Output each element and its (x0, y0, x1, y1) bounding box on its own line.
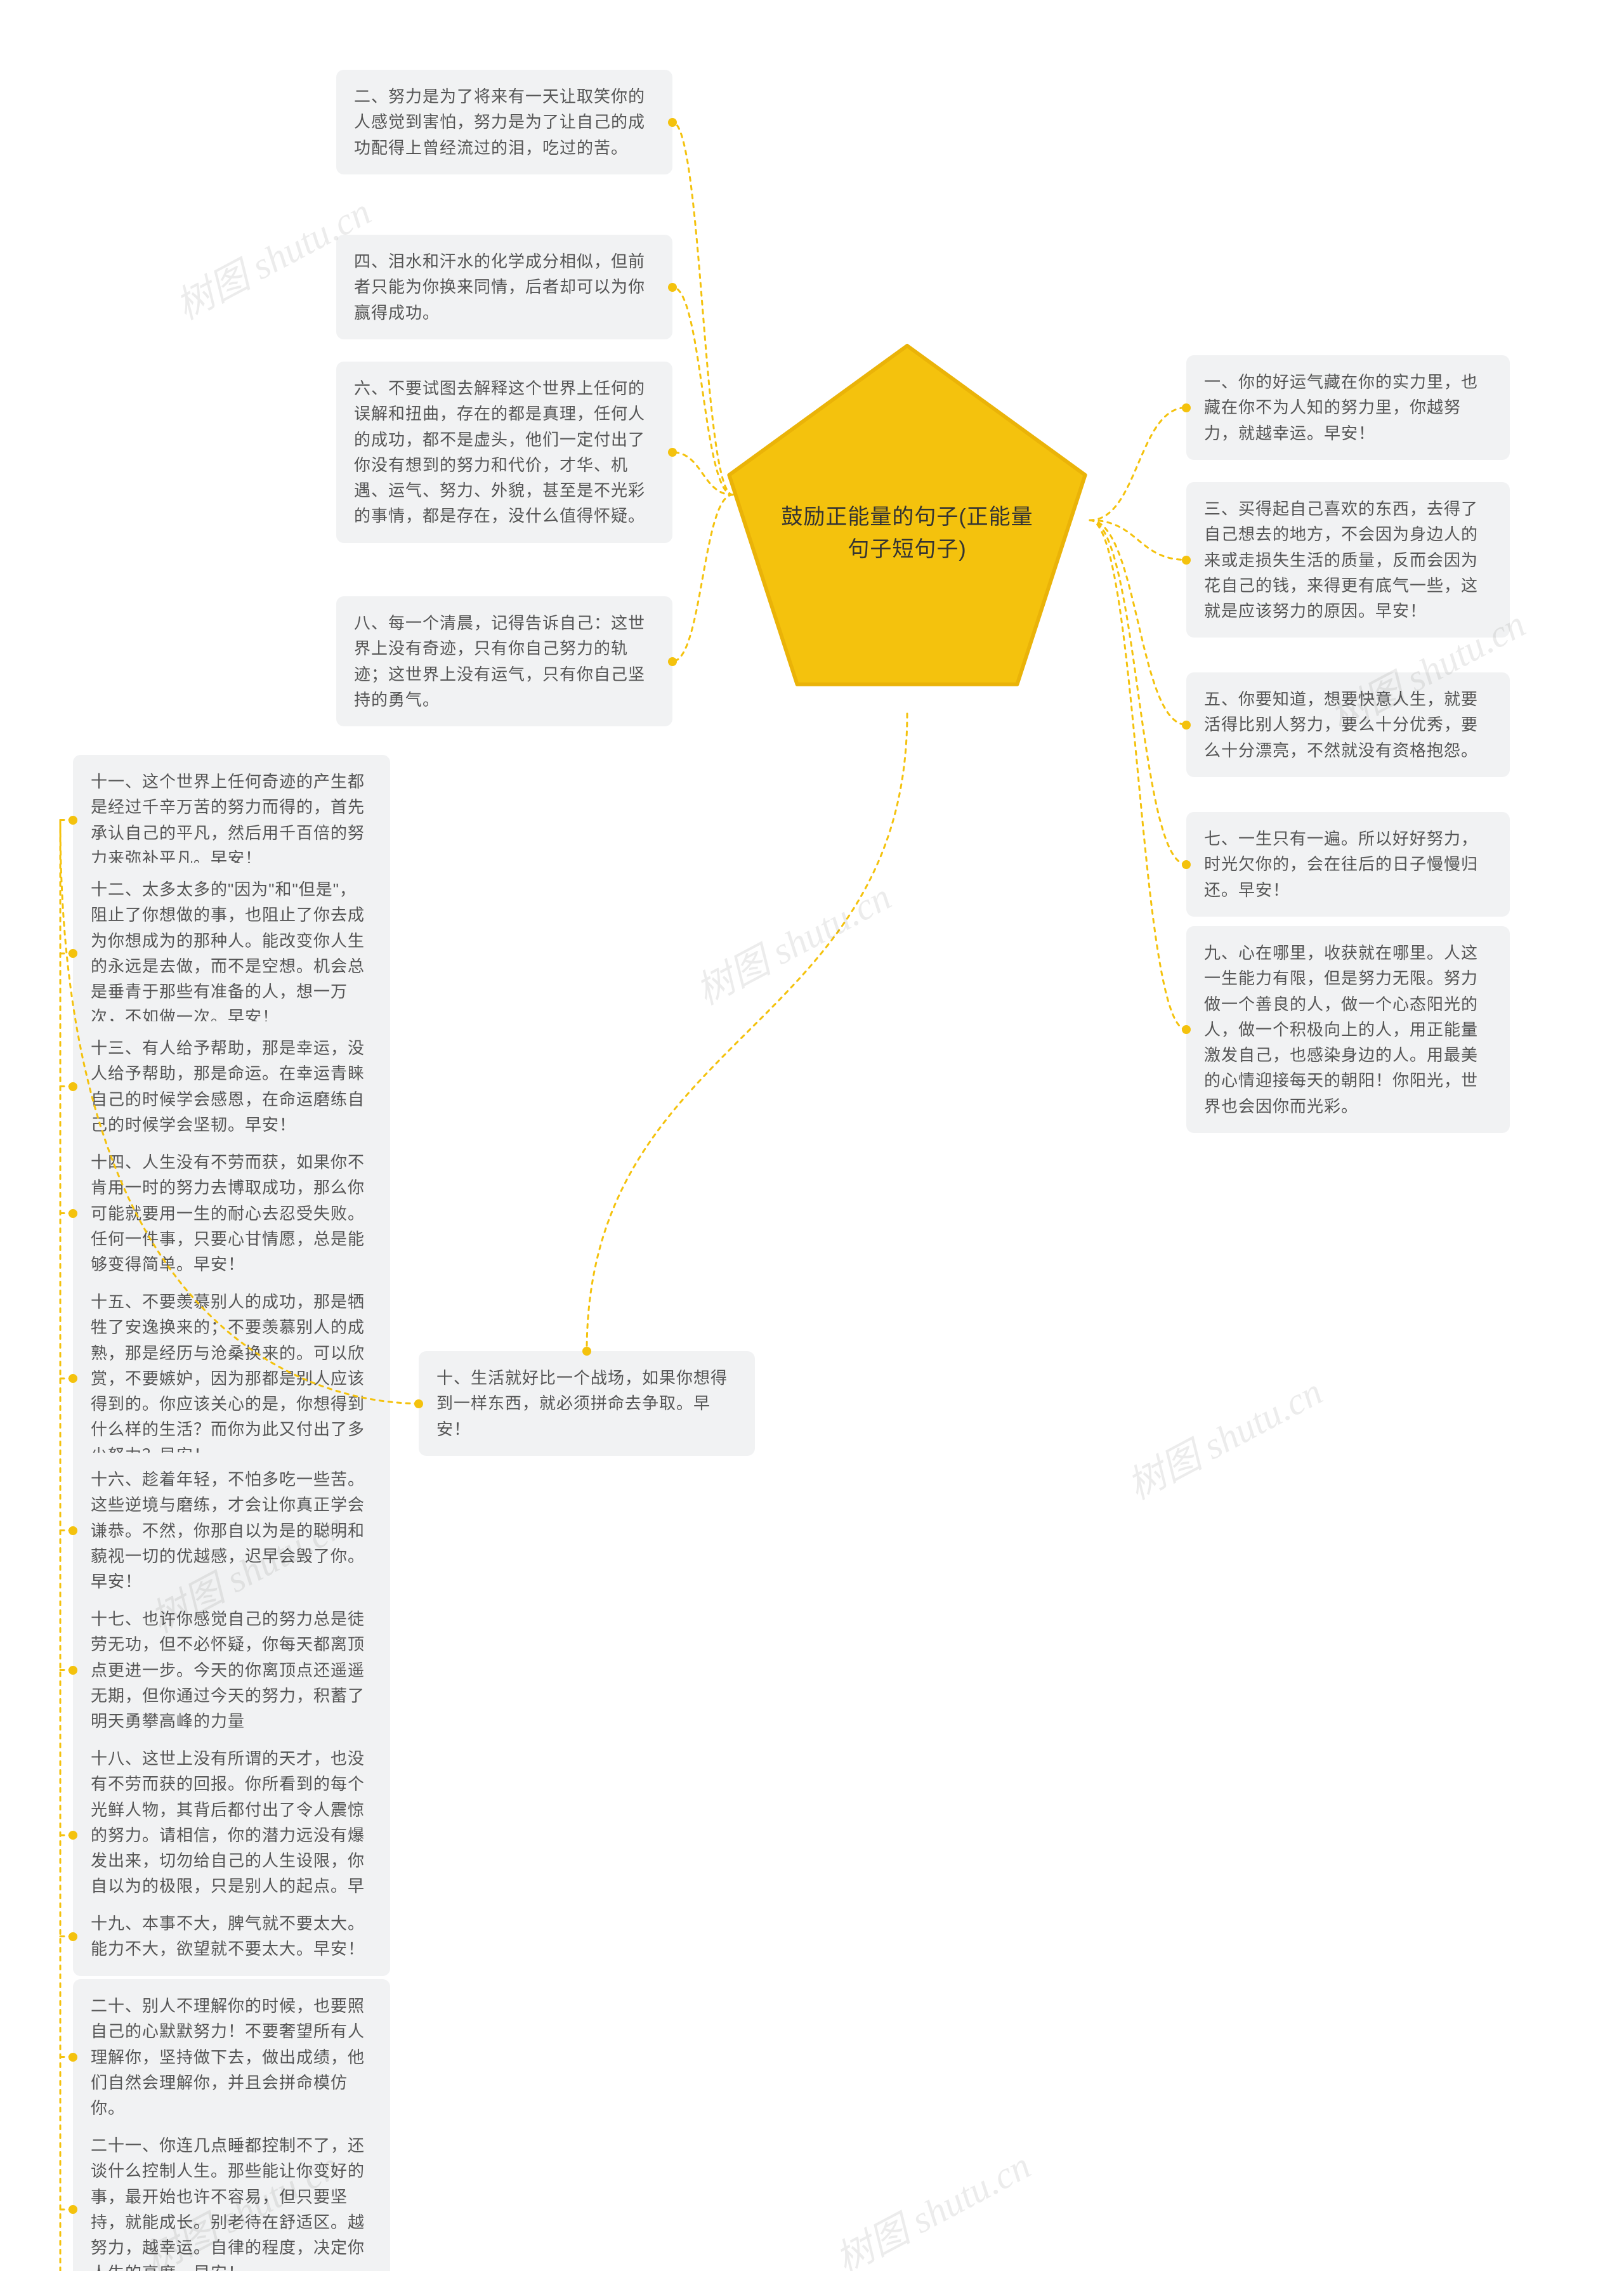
connector-dot (668, 283, 677, 292)
connector-dot (69, 1209, 77, 1218)
text-node: 三、买得起自己喜欢的东西，去得了自己想去的地方，不会因为身边人的来或走损失生活的… (1186, 482, 1510, 638)
text-node: 一、你的好运气藏在你的实力里，也藏在你不为人知的努力里，你越努力，就越幸运。早安… (1186, 355, 1510, 460)
center-title-line1: 鼓励正能量的句子(正能量 (781, 505, 1033, 529)
text-node: 八、每一个清晨，记得告诉自己：这世界上没有奇迹，只有你自己努力的轨迹；这世界上没… (336, 596, 672, 726)
connector-dot (69, 1082, 77, 1091)
text-node: 十二、太多太多的"因为"和"但是"，阻止了你想做的事，也阻止了你去成为你想成为的… (73, 863, 390, 1044)
connector-dot (69, 2205, 77, 2214)
connector-dot (69, 1526, 77, 1535)
text-node: 六、不要试图去解释这个世界上任何的误解和扭曲，存在的都是真理，任何人的成功，都不… (336, 362, 672, 543)
text-node: 十五、不要羡慕别人的成功，那是牺牲了安逸换来的；不要羡慕别人的成熟，那是经历与沧… (73, 1275, 390, 1482)
text-node: 十六、趁着年轻，不怕多吃一些苦。这些逆境与磨练，才会让你真正学会谦恭。不然，你那… (73, 1453, 390, 1608)
center-title: 鼓励正能量的句子(正能量 句子短句子) (780, 501, 1034, 566)
watermark: 树图 shutu.cn (824, 2135, 1038, 2271)
text-node: 十七、也许你感觉自己的努力总是徒劳无功，但不必怀疑，你每天都离顶点更进一步。今天… (73, 1592, 390, 1748)
text-node: 四、泪水和汗水的化学成分相似，但前者只能为你换来同情，后者却可以为你赢得成功。 (336, 235, 672, 339)
connector-dot (582, 1347, 591, 1356)
connector-dot (1182, 721, 1191, 730)
text-node: 二十、别人不理解你的时候，也要照自己的心默默努力！不要奢望所有人理解你，坚持做下… (73, 1979, 390, 2135)
connector-dot (69, 949, 77, 958)
connector-dot (69, 1932, 77, 1941)
watermark: 树图 shutu.cn (1116, 1361, 1330, 1510)
text-node: 二、努力是为了将来有一天让取笑你的人感觉到害怕，努力是为了让自己的成功配得上曾经… (336, 70, 672, 174)
center-title-line2: 句子短句子) (848, 537, 966, 561)
connector-dot (69, 1666, 77, 1675)
connector-dot (1182, 556, 1191, 565)
connector-dot (69, 1831, 77, 1840)
text-node: 十、生活就好比一个战场，如果你想得到一样东西，就必须拼命去争取。早安！ (419, 1351, 755, 1456)
text-node: 十四、人生没有不劳而获，如果你不肯用一时的努力去博取成功，那么你可能就要用一生的… (73, 1136, 390, 1291)
connector-dot (414, 1399, 423, 1408)
text-node: 二十一、你连几点睡都控制不了，还谈什么控制人生。那些能让你变好的事，最开始也许不… (73, 2119, 390, 2271)
connector-dot (668, 657, 677, 666)
connector-dot (1182, 403, 1191, 412)
text-node: 五、你要知道，想要快意人生，就要活得比别人努力，要么十分优秀，要么十分漂亮，不然… (1186, 672, 1510, 777)
connector-dot (668, 448, 677, 457)
watermark: 树图 shutu.cn (684, 867, 899, 1016)
connector-dot (1182, 1025, 1191, 1034)
connector-dot (69, 1374, 77, 1383)
text-node: 七、一生只有一遍。所以好好努力，时光欠你的，会在往后的日子慢慢归还。早安！ (1186, 812, 1510, 917)
connector-dot (668, 118, 677, 127)
text-node: 九、心在哪里，收获就在哪里。人这一生能力有限，但是努力无限。努力做一个善良的人，… (1186, 926, 1510, 1133)
text-node: 十三、有人给予帮助，那是幸运，没人给予帮助，那是命运。在幸运青睐自己的时候学会感… (73, 1021, 390, 1151)
text-node: 十九、本事不大，脾气就不要太大。能力不大，欲望就不要太大。早安！ (73, 1897, 390, 1976)
connector-dot (69, 816, 77, 825)
connector-dot (1182, 860, 1191, 869)
connector-dot (69, 2053, 77, 2062)
